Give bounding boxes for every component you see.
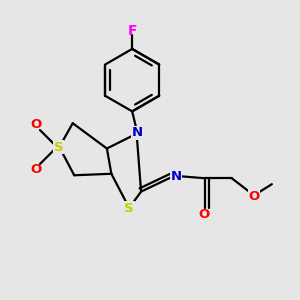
Text: F: F: [128, 23, 137, 38]
Text: O: O: [199, 208, 210, 221]
Text: O: O: [248, 190, 260, 202]
Text: N: N: [170, 170, 182, 183]
Text: S: S: [124, 202, 134, 215]
Text: O: O: [30, 118, 41, 131]
Text: N: N: [132, 126, 143, 139]
Text: S: S: [54, 140, 64, 154]
Text: O: O: [30, 163, 41, 176]
